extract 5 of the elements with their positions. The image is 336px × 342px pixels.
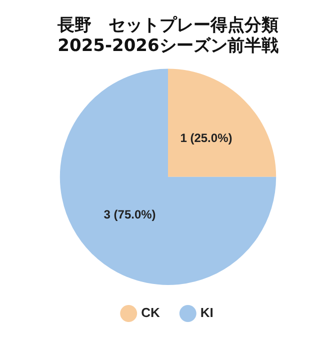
legend-label: KI [200,305,214,320]
chart-title: 長野 セットプレー得点分類 2025-2026シーズン前半戦 [56,16,278,56]
data-label: 1 (25.0%) [180,130,232,145]
legend-label: CK [141,305,160,320]
data-label: 3 (75.0%) [104,207,156,222]
